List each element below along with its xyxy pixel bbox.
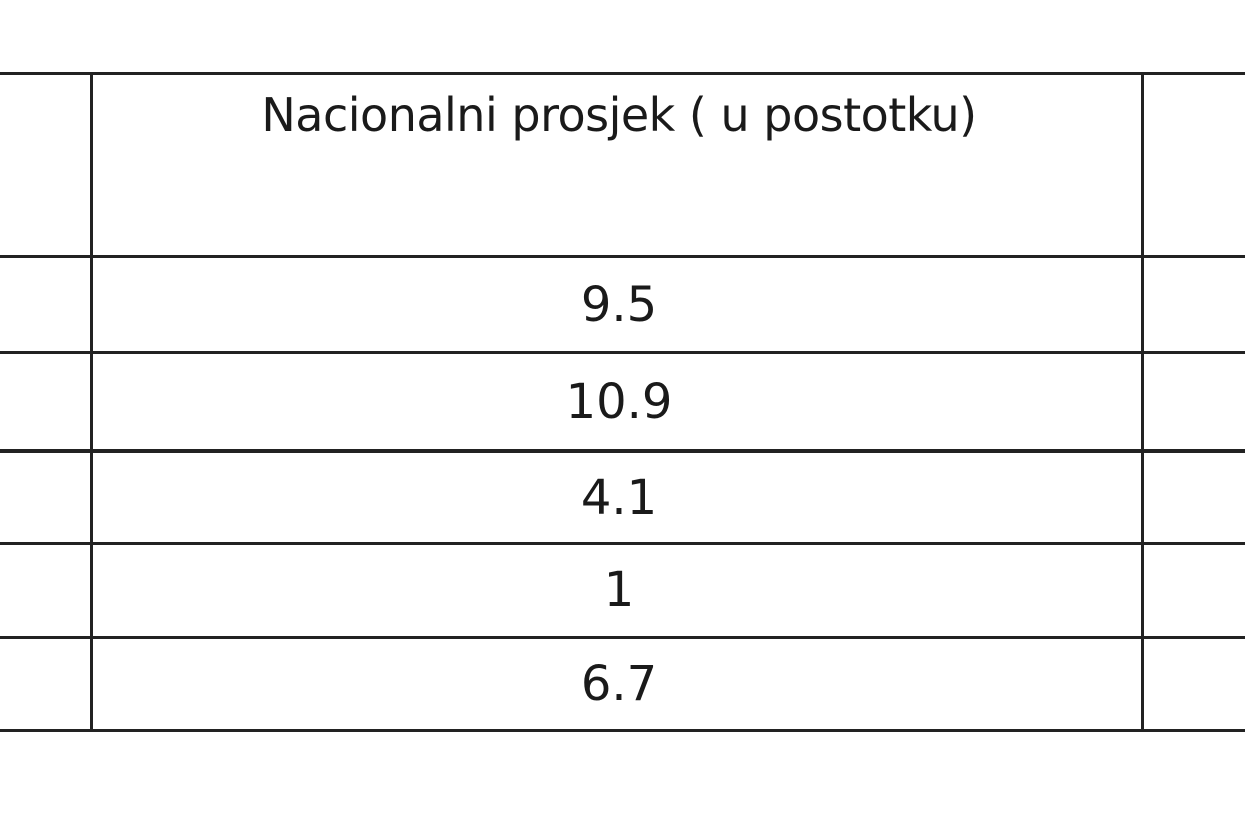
table-border-bottom [0,729,1245,732]
column-divider [90,73,93,732]
table-cell-value: 6.7 [580,656,658,712]
column-header-national-average: Nacionalni prosjek ( u postotku) [261,88,977,142]
row-divider [0,255,1245,258]
row-divider [0,449,1245,453]
row-divider [0,542,1245,545]
table-border-top [0,72,1245,75]
row-divider [0,636,1245,639]
table-cell-value: 4.1 [580,470,658,526]
table-cell-value: 9.5 [580,277,658,333]
table-cell-value: 1 [603,562,635,618]
table-cell-value: 10.9 [565,374,673,430]
column-divider [1141,73,1144,732]
row-divider [0,351,1245,354]
